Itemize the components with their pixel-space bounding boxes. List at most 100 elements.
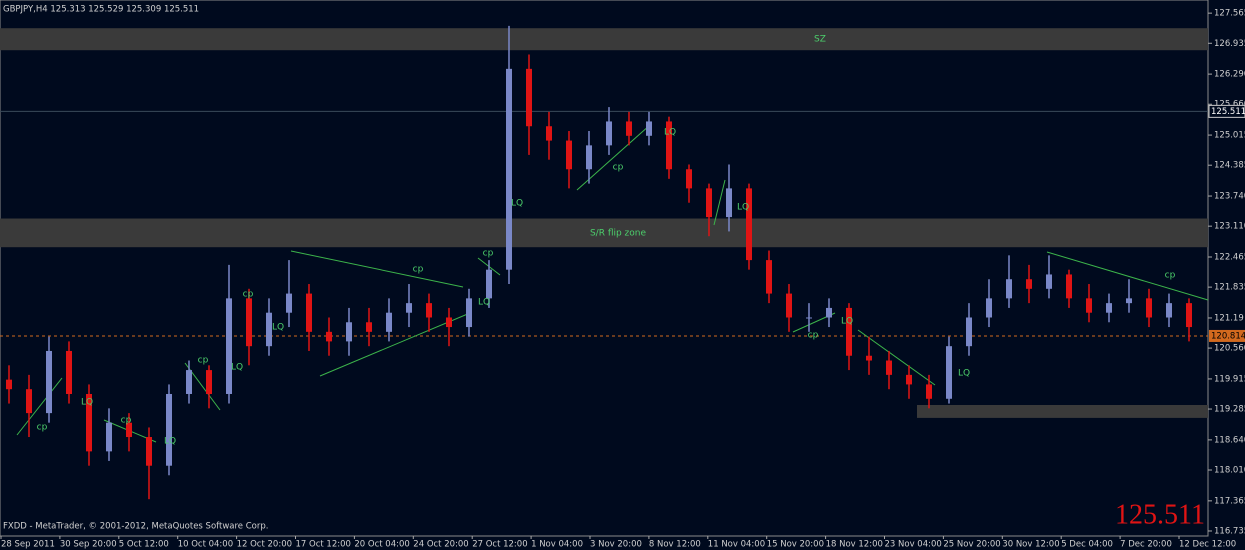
candle-body	[826, 307, 832, 318]
plot-frame	[0, 0, 1209, 537]
trend-line	[290, 250, 464, 288]
last-box	[1209, 329, 1245, 342]
candle-body	[126, 422, 132, 438]
annotation: cp	[613, 163, 624, 173]
x-tick-label: 11 Nov 04:00	[708, 540, 765, 550]
candle-body	[746, 188, 752, 261]
y-tick-label: 126.290	[1214, 70, 1245, 80]
candle-body	[346, 322, 352, 342]
y-tick-label: 121.19	[1214, 313, 1244, 323]
candle-body	[726, 188, 732, 218]
y-tick-label: 118.640	[1214, 435, 1245, 445]
x-tick-label: 3 Nov 20:00	[590, 540, 642, 550]
candle-body	[206, 370, 212, 394]
annotation: LQ	[958, 369, 970, 379]
candle-body	[566, 140, 572, 170]
candle-body	[266, 312, 272, 347]
candle-body	[1106, 303, 1112, 313]
candle-body	[146, 437, 152, 466]
annotation: cp	[1165, 271, 1176, 281]
annotation: LQ	[737, 203, 749, 213]
x-tick-label: 12 Oct 20:00	[237, 540, 292, 550]
x-tick-label: 18 Nov 12:00	[826, 540, 883, 550]
candle-body	[226, 298, 232, 394]
y-tick-label: 125.660	[1214, 100, 1245, 110]
annotation: cp	[243, 290, 254, 300]
candle-body	[46, 350, 52, 414]
x-tick-label: 8 Nov 12:00	[649, 540, 701, 550]
y-tick-label: 123.110	[1214, 222, 1245, 232]
annotation: LQ	[81, 398, 93, 408]
candle-body	[1006, 279, 1012, 299]
candle-body	[1146, 298, 1152, 318]
last-label: 120.814	[1211, 331, 1245, 341]
candle-body	[986, 298, 992, 318]
trend-line	[713, 179, 726, 226]
x-tick-label: 17 Oct 12:00	[296, 540, 351, 550]
y-tick-label: 124.385	[1214, 161, 1245, 171]
annotation: LQ	[478, 298, 490, 308]
candle-body	[706, 188, 712, 218]
candle-body	[946, 346, 952, 399]
candle-body	[66, 350, 72, 394]
candle-body	[406, 303, 412, 313]
candle-body	[186, 370, 192, 394]
x-tick-label: 7 Dec 20:00	[1120, 540, 1172, 550]
annotation: LQ	[664, 128, 676, 138]
candle-body	[866, 355, 872, 361]
y-tick-label: 118.010	[1214, 466, 1245, 476]
big-price: 125.511	[1115, 499, 1205, 530]
annotation: cp	[413, 265, 424, 275]
candle-body	[166, 393, 172, 466]
candle-body	[426, 303, 432, 318]
x-tick-label: 15 Nov 20:00	[767, 540, 824, 550]
annotation: LQ	[231, 363, 243, 373]
y-tick-label: 123.740	[1214, 192, 1245, 202]
x-tick-label: 27 Oct 12:00	[472, 540, 527, 550]
candle-body	[466, 298, 472, 328]
candle-body	[606, 121, 612, 146]
candle-body	[646, 121, 652, 136]
candle-body	[446, 317, 452, 328]
candle-body	[86, 393, 92, 452]
candle-body	[626, 121, 632, 136]
y-tick-label: 126.935	[1214, 39, 1245, 49]
candle-body	[1046, 274, 1052, 289]
candle-body	[1186, 303, 1192, 328]
candle-body	[846, 307, 852, 356]
candle-body	[666, 121, 672, 170]
bid-box	[1208, 104, 1245, 118]
x-tick-label: 28 Sep 2011	[1, 540, 55, 550]
y-tick-label: 119.285	[1214, 405, 1245, 415]
chart-title: GBPJPY,H4 125.313 125.529 125.309 125.51…	[3, 5, 199, 15]
candle-body	[686, 169, 692, 189]
candle-body	[1026, 279, 1032, 289]
zone-label: S/R flip zone	[590, 228, 647, 238]
footer: FXDD - MetaTrader, © 2001-2012, MetaQuot…	[3, 522, 268, 532]
annotation: cp	[483, 249, 494, 259]
candle-body	[106, 422, 112, 452]
trend-line	[1046, 251, 1209, 301]
candle-body	[526, 68, 532, 127]
candle-body	[806, 317, 812, 319]
x-tick-label: 30 Sep 20:00	[60, 540, 117, 550]
annotation: cp	[808, 331, 819, 341]
y-tick-label: 120.560	[1214, 344, 1245, 354]
candle-body	[966, 317, 972, 347]
candle-body	[26, 389, 32, 414]
candle-body	[926, 384, 932, 399]
candle-body	[1086, 298, 1092, 313]
candle-body	[886, 360, 892, 375]
zone-label: SZ	[814, 35, 826, 45]
candle-body	[1166, 303, 1172, 318]
annotation: LQ	[164, 437, 176, 447]
x-tick-label: 20 Oct 04:00	[354, 540, 409, 550]
zone	[0, 28, 1208, 51]
candle-body	[386, 312, 392, 332]
trend-line	[319, 312, 471, 377]
y-tick-label: 119.915	[1214, 374, 1245, 384]
x-tick-label: 30 Nov 12:00	[1002, 540, 1059, 550]
y-tick-label: 127.565	[1214, 9, 1245, 19]
candle-body	[286, 293, 292, 313]
